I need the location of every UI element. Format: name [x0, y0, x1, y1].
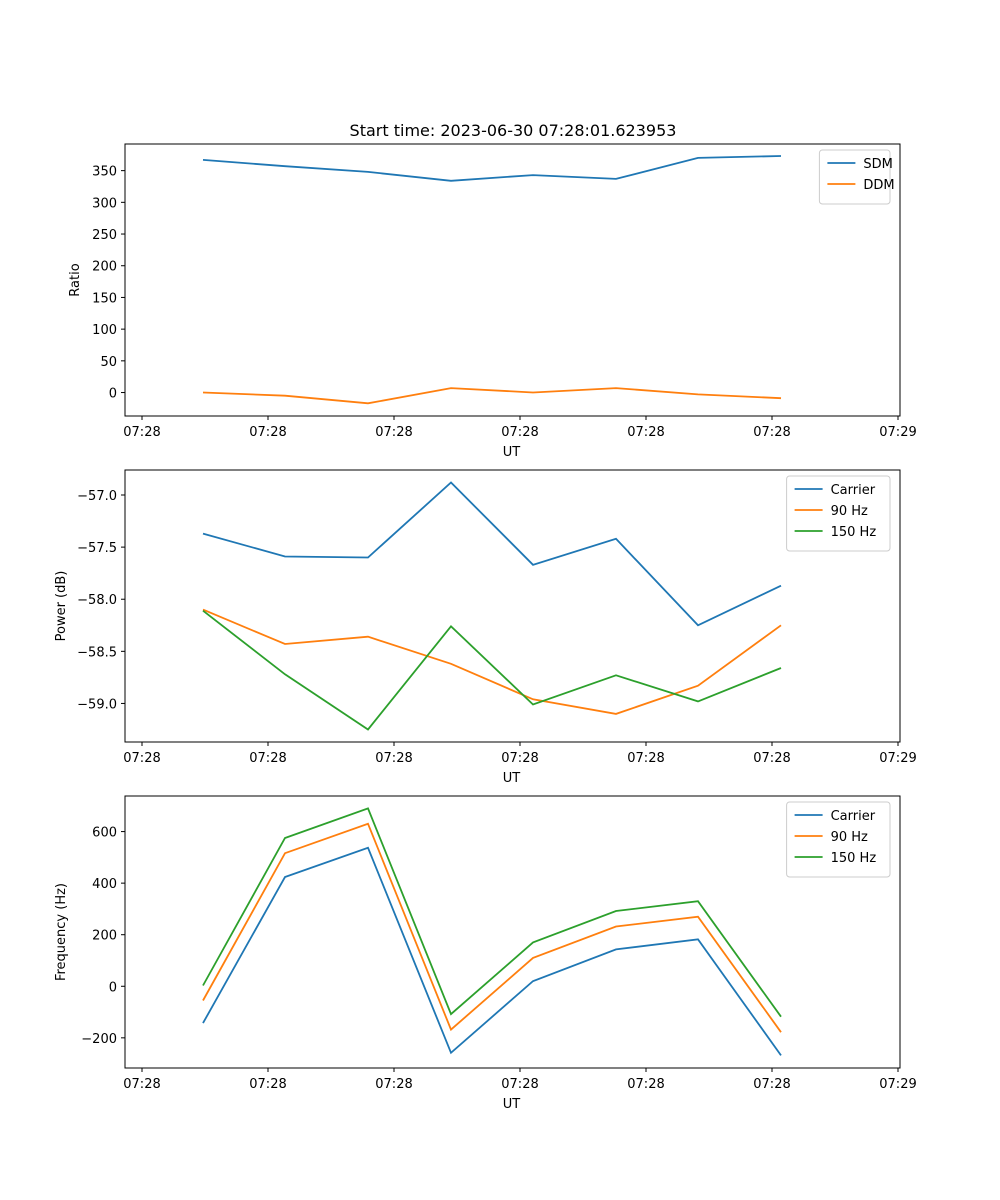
frequency-legend-label: 90 Hz — [831, 830, 868, 845]
ratio-x-tick-label: 07:28 — [753, 425, 790, 440]
frequency-x-tick-label: 07:29 — [879, 1077, 916, 1092]
frequency-series-carrier-line — [202, 846, 782, 1056]
power-series-carrier-line — [202, 481, 782, 627]
power-x-tick-label: 07:28 — [249, 751, 286, 766]
frequency-x-tick-label: 07:28 — [249, 1077, 286, 1092]
power-y-tick-label: −58.0 — [77, 593, 117, 608]
power-legend-label: 90 Hz — [831, 504, 868, 519]
ratio-y-tick-label: 100 — [92, 323, 117, 338]
power-y-tick-label: −57.0 — [77, 489, 117, 504]
ratio-legend-label: SDM — [863, 157, 892, 172]
power-legend-label: Carrier — [831, 483, 876, 498]
ratio-y-tick-label: 300 — [92, 196, 117, 211]
frequency-legend-label: 150 Hz — [831, 851, 877, 866]
frequency-x-tick-label: 07:28 — [627, 1077, 664, 1092]
figure-title: Start time: 2023-06-30 07:28:01.623953 — [350, 121, 677, 140]
frequency-x-tick-label: 07:28 — [123, 1077, 160, 1092]
ratio-axes-frame — [124, 143, 901, 417]
ratio-x-tick-label: 07:29 — [879, 425, 916, 440]
power-x-axis-label: UT — [503, 771, 521, 786]
power-y-axis-label: Power (dB) — [54, 571, 69, 642]
ratio-y-tick-label: 0 — [109, 387, 117, 402]
frequency-x-tick-label: 07:28 — [375, 1077, 412, 1092]
frequency-axes-frame — [124, 795, 901, 1069]
power-x-tick-label: 07:28 — [627, 751, 664, 766]
frequency-series-150-hz-line — [202, 807, 782, 1018]
frequency-legend-box — [786, 801, 891, 878]
ratio-y-tick-label: 50 — [100, 355, 117, 370]
power-panel: 07:28 07:28 07:28 07:28 07:28 07:28 07:29 −57.0… — [54, 469, 917, 786]
ratio-y-tick-label: 200 — [92, 260, 117, 275]
frequency-y-tick-label: 600 — [92, 826, 117, 841]
ratio-series-sdm-line — [202, 155, 782, 182]
power-x-tick-label: 07:28 — [123, 751, 160, 766]
frequency-y-axis-label: Frequency (Hz) — [54, 883, 69, 981]
ratio-legend: SDM DDM — [818, 149, 895, 205]
ratio-x-tick-label: 07:28 — [627, 425, 664, 440]
power-x-tick-label: 07:29 — [879, 751, 916, 766]
power-y-tick-label: −58.5 — [77, 645, 117, 660]
ratio-y-tick-label: 350 — [92, 165, 117, 180]
ratio-y-tick-label: 150 — [92, 291, 117, 306]
ratio-series-ddm-line — [202, 387, 782, 405]
frequency-legend: Carrier 90 Hz 150 Hz — [786, 801, 891, 878]
ratio-x-tick-label: 07:28 — [501, 425, 538, 440]
frequency-y-tick-label: 0 — [109, 980, 117, 995]
power-x-tick-label: 07:28 — [375, 751, 412, 766]
ratio-x-tick-label: 07:28 — [375, 425, 412, 440]
frequency-x-tick-label: 07:28 — [753, 1077, 790, 1092]
power-y-tick-label: −57.5 — [77, 541, 117, 556]
ratio-y-axis-label: Ratio — [68, 263, 83, 296]
power-series-150-hz-line — [202, 609, 782, 731]
frequency-y-tick-label: 200 — [92, 929, 117, 944]
power-series-90-hz-line — [202, 608, 782, 715]
power-legend-box — [786, 475, 891, 552]
power-legend: Carrier 90 Hz 150 Hz — [786, 475, 891, 552]
frequency-legend-label: Carrier — [831, 809, 876, 824]
frequency-y-tick-label: −200 — [81, 1032, 117, 1047]
power-y-tick-label: −59.0 — [77, 697, 117, 712]
frequency-x-tick-label: 07:28 — [501, 1077, 538, 1092]
ratio-y-tick-label: 250 — [92, 228, 117, 243]
ratio-x-tick-label: 07:28 — [123, 425, 160, 440]
power-legend-label: 150 Hz — [831, 525, 877, 540]
power-x-tick-label: 07:28 — [753, 751, 790, 766]
power-axes-frame — [124, 469, 901, 743]
ratio-x-tick-label: 07:28 — [249, 425, 286, 440]
ratio-legend-label: DDM — [863, 178, 894, 193]
ratio-x-axis-label: UT — [503, 445, 521, 460]
ratio-panel: 07:28 07:28 07:28 07:28 07:28 07:28 07:29 0 50 10… — [68, 143, 917, 460]
frequency-series-90-hz-line — [202, 822, 782, 1033]
frequency-panel: 07:28 07:28 07:28 07:28 07:28 07:28 07:29 −200 0… — [54, 795, 917, 1112]
frequency-y-tick-label: 400 — [92, 877, 117, 892]
frequency-x-axis-label: UT — [503, 1097, 521, 1112]
power-x-tick-label: 07:28 — [501, 751, 538, 766]
